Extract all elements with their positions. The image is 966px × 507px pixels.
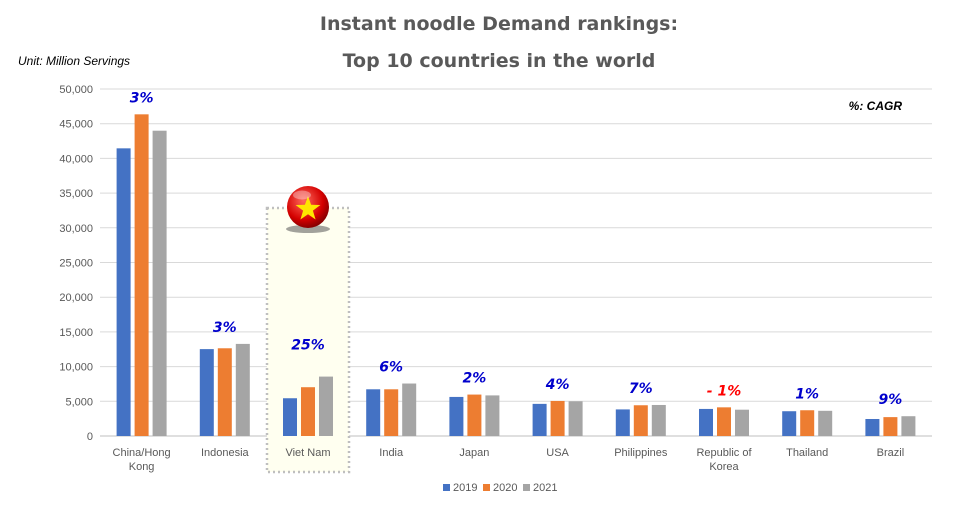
x-tick-label: Indonesia [201, 447, 250, 459]
x-tick-label: Brazil [877, 447, 905, 459]
cagr-label: 9% [879, 392, 903, 408]
bar [568, 401, 583, 436]
bar [134, 114, 149, 437]
bar [449, 396, 464, 436]
bar [735, 409, 749, 436]
bar [152, 130, 167, 436]
bar [116, 148, 131, 436]
bar [283, 398, 297, 436]
bar [384, 389, 399, 436]
legend-label: 2020 [493, 482, 517, 494]
x-tick-label: Philippines [614, 447, 668, 459]
x-tick-label: Viet Nam [285, 447, 330, 459]
legend-label: 2019 [453, 482, 477, 494]
y-tick-label: 50,000 [59, 84, 93, 96]
bar [633, 405, 648, 436]
cagr-label: 1% [795, 386, 819, 402]
y-tick-label: 25,000 [59, 258, 93, 270]
bar [782, 411, 797, 436]
bar [485, 395, 500, 436]
bar [717, 407, 731, 436]
x-tick-label: Thailand [786, 447, 828, 459]
unit-label: Unit: Million Servings [18, 54, 130, 68]
bar [699, 408, 713, 436]
y-tick-label: 40,000 [59, 153, 93, 165]
y-tick-label: 5,000 [65, 396, 93, 408]
bar [199, 349, 214, 436]
bar [319, 376, 333, 436]
bar [217, 348, 232, 436]
legend-swatch [483, 484, 490, 491]
legend-label: 2021 [533, 482, 557, 494]
cagr-note: %: CAGR [849, 99, 903, 113]
bar [301, 387, 315, 436]
x-tick-label: Japan [459, 447, 489, 459]
bar [615, 409, 630, 436]
bar [865, 418, 880, 436]
legend-swatch [523, 484, 530, 491]
bar [550, 400, 565, 436]
bar [901, 416, 916, 436]
bar [467, 394, 482, 436]
x-axis: China/Hong Kong Indonesia Viet Nam India Japa… [113, 447, 905, 473]
bars [116, 114, 916, 437]
chart-title-line1: Instant noodle Demand rankings: [320, 13, 678, 35]
legend: 2019 2020 2021 [443, 482, 557, 494]
cagr-label: 3% [213, 320, 237, 336]
bar [800, 410, 815, 436]
cagr-label: 4% [545, 377, 570, 393]
bar [883, 417, 898, 436]
y-tick-label: 30,000 [59, 223, 93, 235]
cagr-label: 3% [130, 90, 154, 106]
bar [818, 410, 833, 436]
y-tick-label: 35,000 [59, 188, 93, 200]
y-tick-label: 10,000 [59, 362, 93, 374]
y-tick-label: 15,000 [59, 327, 93, 339]
cagr-label: - 1% [707, 383, 741, 399]
y-tick-label: 0 [87, 431, 93, 443]
cagr-label: 7% [629, 381, 653, 397]
cagr-label: 2% [463, 371, 487, 387]
bar [235, 343, 250, 436]
y-tick-label: 20,000 [59, 292, 93, 304]
bar [402, 383, 417, 436]
vietnam-flag-ball-icon [286, 186, 330, 233]
bar [532, 403, 547, 436]
bar [651, 404, 666, 436]
y-tick-label: 45,000 [59, 119, 93, 131]
chart-title-line2: Top 10 countries in the world [343, 50, 656, 72]
legend-swatch [443, 484, 450, 491]
cagr-label: 6% [379, 360, 403, 376]
x-tick-label: Republic of Korea [696, 447, 752, 473]
cagr-label: 25% [291, 338, 325, 354]
x-tick-label: India [379, 447, 404, 459]
x-tick-label: USA [546, 447, 569, 459]
bar [366, 389, 381, 436]
cagr-labels: 3% 3% 25% 6% 2% 4% 7% - 1% 1% 9% [130, 90, 903, 408]
x-tick-label: China/Hong Kong [113, 447, 171, 473]
y-axis: 0 5,000 10,000 15,000 20,000 25,000 30,000 35,0… [59, 84, 93, 443]
